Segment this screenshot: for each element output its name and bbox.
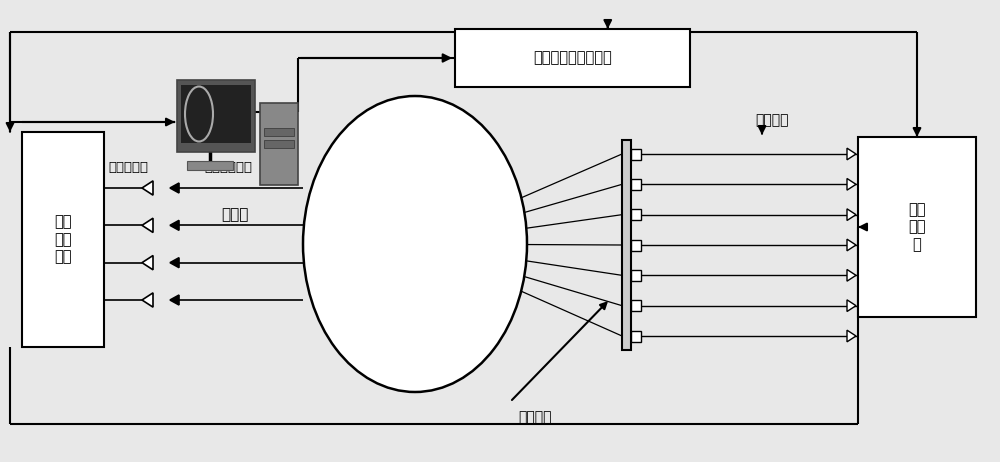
Text: 计算机: 计算机	[221, 207, 249, 223]
Polygon shape	[170, 220, 179, 230]
Bar	[631, 209, 641, 220]
Polygon shape	[170, 295, 179, 305]
Bar	[631, 179, 641, 190]
Bar	[455, 29, 690, 87]
Polygon shape	[847, 239, 856, 251]
Polygon shape	[847, 330, 856, 342]
Bar	[631, 330, 641, 341]
Polygon shape	[847, 269, 856, 281]
Polygon shape	[847, 148, 856, 160]
Bar	[264, 140, 294, 148]
Polygon shape	[142, 218, 153, 232]
Polygon shape	[142, 181, 153, 195]
Polygon shape	[847, 178, 856, 190]
Bar	[22, 132, 104, 347]
Polygon shape	[142, 255, 153, 270]
Ellipse shape	[303, 96, 527, 392]
Text: 多路探测导联: 多路探测导联	[204, 162, 252, 175]
Polygon shape	[847, 300, 856, 311]
Bar	[181, 85, 251, 143]
Bar	[631, 148, 641, 159]
Polygon shape	[847, 209, 856, 220]
Text: 超声驱动: 超声驱动	[755, 113, 789, 127]
Polygon shape	[142, 293, 153, 307]
Bar	[187, 161, 233, 170]
Text: 多路
实时
采集: 多路 实时 采集	[54, 215, 72, 264]
Bar	[631, 270, 641, 281]
Bar	[631, 300, 641, 311]
Bar	[622, 140, 631, 350]
Text: 可控激励信号发生器: 可控激励信号发生器	[533, 50, 612, 66]
Text: 放大、滤波: 放大、滤波	[108, 162, 148, 175]
Polygon shape	[170, 183, 179, 193]
Polygon shape	[170, 258, 179, 267]
Bar	[631, 239, 641, 250]
Bar	[260, 103, 298, 185]
Text: 超声
激励
源: 超声 激励 源	[908, 202, 926, 252]
Bar	[177, 80, 255, 152]
Bar	[264, 128, 294, 136]
Text: 超声聚焦: 超声聚焦	[518, 410, 552, 424]
Bar	[858, 137, 976, 317]
